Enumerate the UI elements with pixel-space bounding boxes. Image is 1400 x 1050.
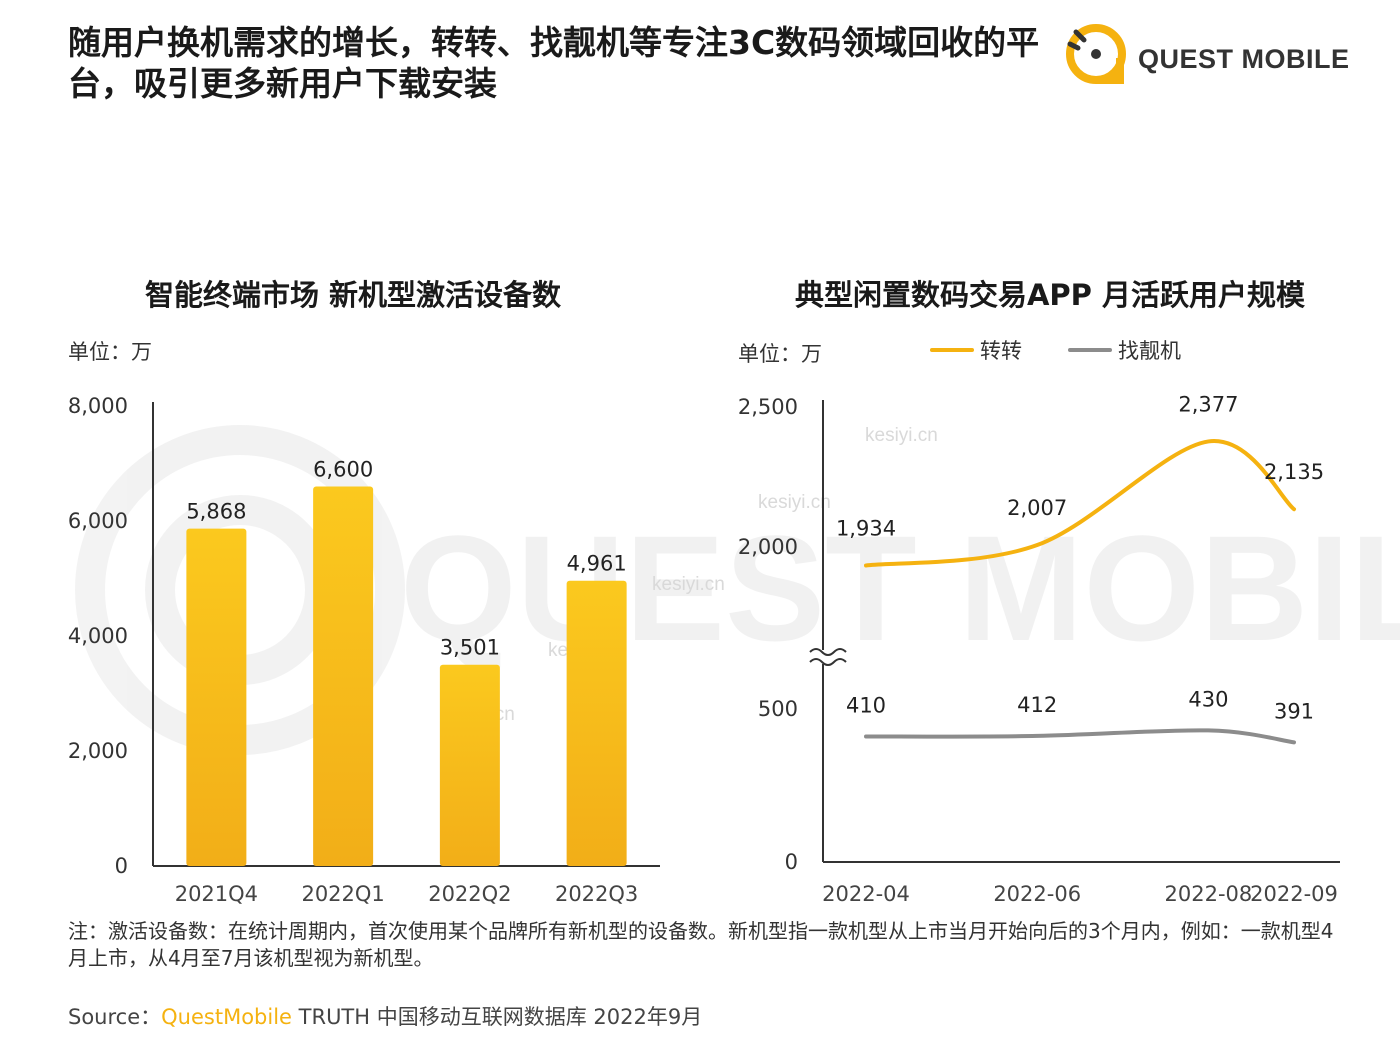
watermark-text: kesiyi.cn bbox=[865, 425, 938, 446]
y-tick-label: 2,500 bbox=[738, 395, 798, 419]
source-brand: QuestMobile bbox=[161, 1005, 292, 1029]
bar-2022Q3 bbox=[566, 580, 627, 866]
bar-value-label: 4,961 bbox=[567, 552, 627, 576]
watermark-text: kesiyi.cn bbox=[652, 574, 725, 595]
footnote: 注：激活设备数：在统计周期内，首次使用某个品牌所有新机型的设备数。新机型指一款机… bbox=[68, 919, 1334, 970]
series-line-zhuanzhuan bbox=[864, 439, 1296, 568]
x-tick-label: 2022-09 bbox=[1250, 882, 1338, 906]
source-prefix: Source： bbox=[68, 1005, 162, 1029]
page-title: 随用户换机需求的增长，转转、找靓机等专注3C数码领域回收的平台，吸引更多新用户下… bbox=[68, 23, 1040, 103]
legend-label-zhaoliangji: 找靓机 bbox=[1118, 339, 1181, 363]
data-label: 1,934 bbox=[836, 516, 896, 540]
data-label: 391 bbox=[1274, 699, 1314, 723]
y-tick-label: 500 bbox=[758, 697, 798, 721]
questmobile-logo-icon bbox=[1066, 24, 1126, 84]
y-tick-label: 4,000 bbox=[68, 624, 128, 648]
series-line-zhaoliangji bbox=[864, 728, 1296, 745]
bar-2022Q2 bbox=[439, 664, 500, 866]
right-chart-unit: 单位：万 bbox=[738, 342, 822, 366]
x-tick-label: 2022Q3 bbox=[555, 882, 638, 906]
watermark-text: kesiyi.cn bbox=[758, 492, 831, 513]
data-label: 412 bbox=[1017, 693, 1057, 717]
right-chart-title: 典型闲置数码交易APP 月活跃用户规模 bbox=[794, 278, 1306, 312]
logo-wordmark: QUEST MOBILE bbox=[1138, 44, 1350, 74]
data-label: 2,135 bbox=[1264, 460, 1324, 484]
x-tick-label: 2022-04 bbox=[822, 882, 910, 906]
legend-swatch-zhuanzhuan bbox=[930, 348, 974, 352]
left-chart-unit: 单位：万 bbox=[68, 340, 152, 364]
y-tick-label: 2,000 bbox=[738, 535, 798, 559]
y-tick-label: 0 bbox=[785, 850, 798, 874]
x-tick-label: 2022-06 bbox=[993, 882, 1081, 906]
bar-value-label: 5,868 bbox=[186, 500, 246, 524]
x-tick-label: 2022-08 bbox=[1165, 882, 1253, 906]
x-tick-label: 2021Q4 bbox=[175, 882, 258, 906]
bar-2021Q4 bbox=[186, 528, 247, 866]
bar-2022Q1 bbox=[313, 486, 374, 866]
data-label: 2,377 bbox=[1178, 392, 1238, 416]
data-label: 2,007 bbox=[1007, 496, 1067, 520]
y-tick-label: 8,000 bbox=[68, 394, 128, 418]
source-rest: TRUTH 中国移动互联网数据库 2022年9月 bbox=[291, 1005, 703, 1029]
y-tick-label: 6,000 bbox=[68, 509, 128, 533]
y-tick-label: 0 bbox=[115, 854, 128, 878]
source-line: Source：QuestMobile TRUTH 中国移动互联网数据库 2022… bbox=[68, 1001, 702, 1031]
legend-item-zhuanzhuan: 转转 bbox=[930, 335, 1022, 365]
legend-label-zhuanzhuan: 转转 bbox=[980, 339, 1022, 363]
y-tick-label: 2,000 bbox=[68, 739, 128, 763]
bar-value-label: 3,501 bbox=[440, 636, 500, 660]
legend-item-zhaoliangji: 找靓机 bbox=[1068, 335, 1181, 365]
left-chart-title: 智能终端市场 新机型激活设备数 bbox=[144, 278, 562, 312]
data-label: 430 bbox=[1188, 687, 1228, 711]
x-tick-label: 2022Q1 bbox=[301, 882, 384, 906]
data-label: 410 bbox=[846, 694, 886, 718]
axis-break-icon bbox=[809, 648, 847, 666]
bar-value-label: 6,600 bbox=[313, 458, 373, 482]
x-tick-label: 2022Q2 bbox=[428, 882, 511, 906]
questmobile-logo: QUEST MOBILE bbox=[1062, 18, 1352, 88]
legend-swatch-zhaoliangji bbox=[1068, 348, 1112, 352]
